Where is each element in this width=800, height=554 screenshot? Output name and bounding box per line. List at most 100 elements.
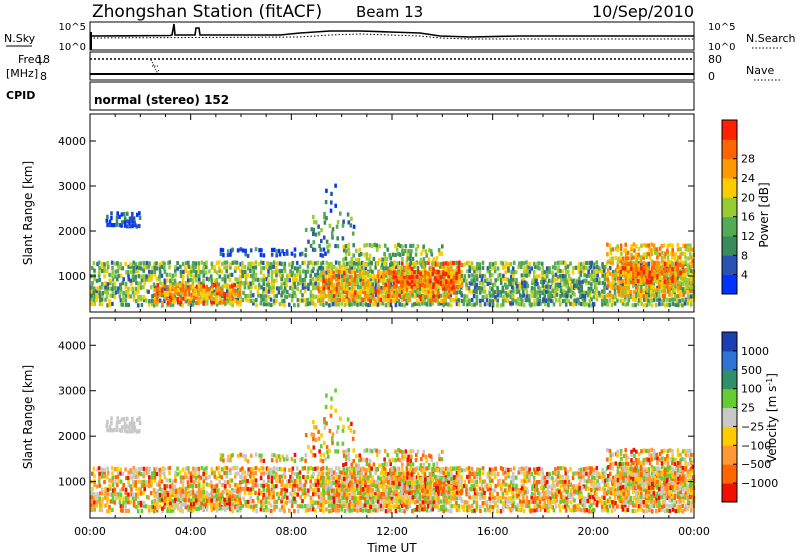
power-cell bbox=[405, 301, 409, 306]
power-cell bbox=[220, 287, 224, 292]
power-cell bbox=[620, 264, 623, 269]
power-cell bbox=[369, 287, 373, 292]
velocity-cell bbox=[100, 508, 104, 513]
velocity-cell bbox=[460, 484, 463, 489]
velocity-cell bbox=[512, 495, 515, 500]
velocity-cell bbox=[429, 508, 432, 513]
power-cell bbox=[389, 281, 392, 286]
power-cell bbox=[372, 302, 375, 307]
power-cell bbox=[486, 277, 489, 282]
power-cell bbox=[249, 264, 253, 269]
power-cell bbox=[386, 247, 389, 252]
power-cell bbox=[556, 282, 560, 287]
power-cell bbox=[613, 286, 617, 292]
power-cell bbox=[608, 298, 612, 303]
velocity-cell bbox=[593, 475, 596, 481]
power-cell bbox=[140, 278, 144, 283]
power-cell bbox=[275, 265, 278, 271]
power-cell bbox=[556, 269, 560, 274]
power-cell bbox=[455, 275, 458, 281]
power-cell bbox=[210, 300, 213, 305]
power-cell bbox=[205, 260, 208, 265]
power-cell bbox=[629, 261, 632, 266]
velocity-cell bbox=[226, 480, 230, 485]
velocity-cell bbox=[130, 475, 133, 480]
velocity-cell bbox=[554, 491, 557, 496]
power-cell bbox=[369, 277, 373, 282]
power-cell bbox=[400, 266, 403, 271]
power-cell bbox=[342, 282, 346, 287]
power-cell bbox=[525, 260, 528, 265]
velocity-cell bbox=[204, 476, 208, 481]
power-cell bbox=[571, 270, 575, 275]
velocity-cell bbox=[559, 491, 563, 496]
power-cell bbox=[579, 284, 582, 289]
power-cell bbox=[470, 297, 474, 303]
power-cell bbox=[377, 278, 381, 283]
power-cell bbox=[526, 283, 530, 289]
power-cell bbox=[223, 291, 226, 296]
power-cell bbox=[478, 262, 482, 267]
power-cell bbox=[393, 277, 396, 282]
velocity-cell bbox=[283, 500, 287, 505]
power-cell bbox=[558, 298, 561, 303]
power-cell bbox=[324, 294, 328, 299]
power-cell bbox=[312, 231, 315, 236]
velocity-cell bbox=[239, 482, 242, 487]
power-cell bbox=[478, 286, 481, 291]
power-cell bbox=[134, 290, 138, 296]
power-cell bbox=[620, 290, 623, 295]
velocity-cell bbox=[314, 478, 317, 483]
power-cell bbox=[434, 290, 438, 295]
power-cell bbox=[153, 272, 157, 277]
velocity-cell bbox=[501, 495, 505, 500]
power-cell bbox=[457, 265, 460, 270]
power-cell bbox=[163, 261, 166, 266]
power-cell bbox=[468, 265, 471, 270]
power-cell bbox=[322, 286, 326, 291]
power-cell bbox=[350, 257, 354, 262]
velocity-cell bbox=[101, 487, 104, 492]
power-cell bbox=[347, 281, 351, 286]
cpid-text: normal (stereo) 152 bbox=[94, 93, 229, 107]
power-cell bbox=[116, 211, 119, 216]
power-cell bbox=[684, 255, 687, 260]
power-cell bbox=[390, 290, 394, 295]
velocity-cell bbox=[251, 483, 255, 488]
velocity-cell bbox=[210, 496, 214, 501]
velocity-cell bbox=[243, 478, 247, 483]
power-cell bbox=[246, 281, 250, 286]
power-cell bbox=[259, 293, 263, 298]
velocity-cell bbox=[457, 508, 461, 513]
velocity-cell bbox=[483, 479, 487, 484]
power-cell bbox=[128, 216, 132, 221]
power-cell bbox=[681, 303, 684, 308]
power-cell bbox=[119, 273, 123, 278]
velocity-cell bbox=[533, 488, 537, 493]
power-cell bbox=[390, 278, 394, 283]
power-cell bbox=[262, 289, 265, 294]
velocity-cell bbox=[307, 492, 310, 497]
velocity-cell bbox=[111, 507, 114, 512]
velocity-data-layer bbox=[90, 388, 696, 514]
power-cell bbox=[345, 281, 348, 286]
power-cell bbox=[666, 259, 670, 264]
power-cell bbox=[383, 261, 386, 266]
power-cell bbox=[644, 274, 648, 280]
velocity-cell bbox=[293, 490, 297, 496]
power-cell bbox=[468, 289, 471, 294]
power-cell bbox=[312, 286, 315, 291]
velocity-cell bbox=[254, 478, 258, 483]
power-cell bbox=[472, 274, 476, 279]
power-cell bbox=[225, 265, 229, 270]
velocity-cell bbox=[468, 504, 471, 509]
power-cell bbox=[277, 290, 281, 295]
power-cell bbox=[389, 293, 393, 299]
power-cell bbox=[371, 277, 375, 282]
power-cell bbox=[545, 289, 548, 294]
power-cell bbox=[194, 273, 198, 278]
power-cell bbox=[621, 256, 625, 261]
velocity-cell bbox=[249, 470, 253, 475]
power-cell bbox=[595, 280, 599, 286]
